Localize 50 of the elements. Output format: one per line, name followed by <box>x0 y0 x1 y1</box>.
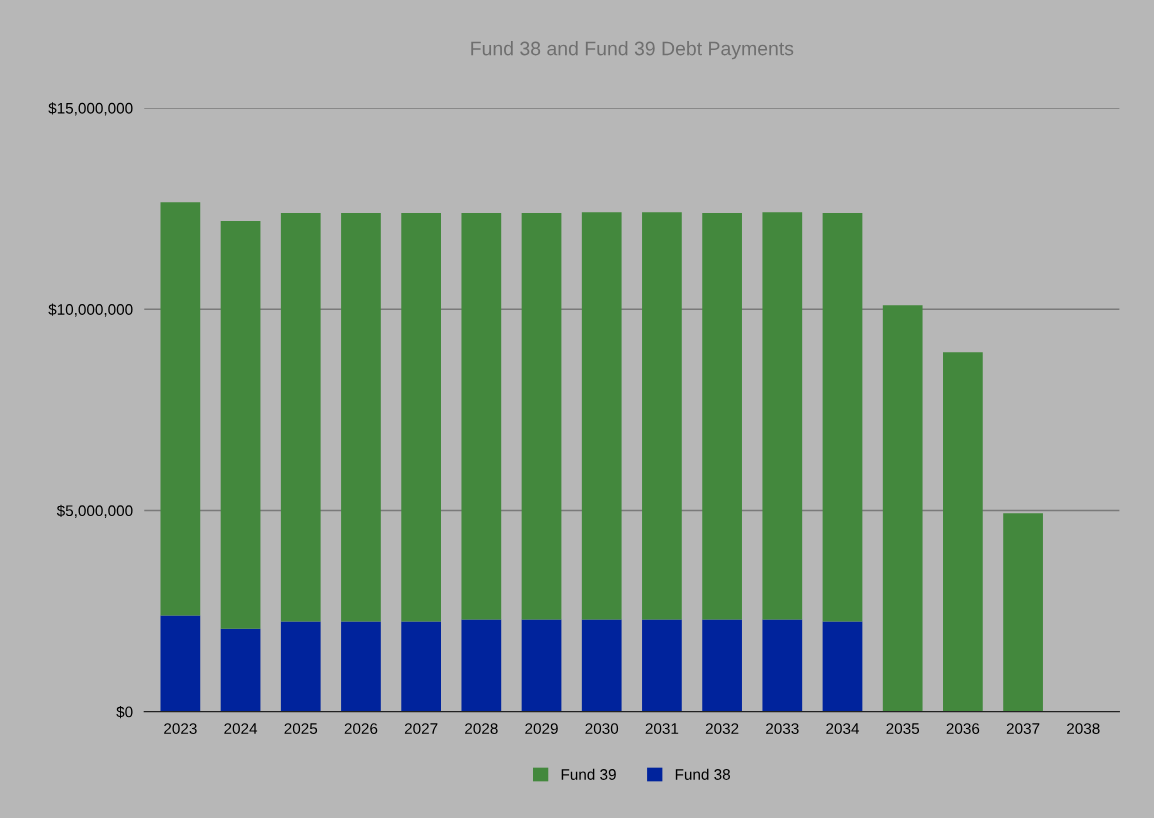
x-tick-label: 2034 <box>826 723 860 734</box>
bar <box>160 202 201 616</box>
bar <box>521 213 562 620</box>
x-tick-label: 2033 <box>766 723 799 734</box>
bar <box>461 213 502 620</box>
x-tick-label: 2025 <box>284 723 318 734</box>
x-tick-label: 2030 <box>585 723 619 734</box>
bar <box>160 615 201 712</box>
x-tick-label: 2035 <box>886 723 920 734</box>
bar <box>521 619 562 712</box>
bar <box>943 352 983 712</box>
bar <box>220 221 261 629</box>
bar <box>642 619 682 712</box>
legend-label: Fund 38 <box>675 768 730 780</box>
x-tick-label: 2031 <box>645 723 679 734</box>
bar <box>762 619 803 712</box>
x-tick-label: 2037 <box>1006 723 1040 734</box>
y-tick-label: $0 <box>116 705 133 719</box>
x-tick-label: 2032 <box>705 723 739 734</box>
bar <box>642 212 682 620</box>
bar <box>401 213 441 622</box>
bar <box>822 213 863 622</box>
x-tick-label: 2027 <box>404 723 438 734</box>
bar <box>280 213 321 622</box>
bar <box>220 628 261 712</box>
x-tick-label: 2029 <box>525 723 558 734</box>
bar <box>702 619 742 712</box>
y-tick-label: $5,000,000 <box>56 504 133 518</box>
bar <box>581 619 622 712</box>
y-tick-label: $15,000,000 <box>48 102 133 116</box>
bar <box>341 621 381 712</box>
bar <box>401 621 441 712</box>
bar <box>461 619 502 712</box>
y-tick-label: $10,000,000 <box>48 303 133 317</box>
x-tick-label: 2036 <box>946 723 980 734</box>
chart-title: Fund 38 and Fund 39 Debt Payments <box>471 41 794 60</box>
bar <box>1003 513 1043 712</box>
legend-label: Fund 39 <box>561 768 616 780</box>
x-tick-label: 2028 <box>465 723 498 734</box>
bar <box>581 212 622 620</box>
bar <box>280 621 321 712</box>
bar <box>702 213 742 620</box>
bar <box>822 621 863 712</box>
bar <box>762 212 803 620</box>
x-tick-label: 2023 <box>164 723 197 734</box>
bar <box>341 213 381 622</box>
bar <box>882 305 923 712</box>
x-tick-label: 2038 <box>1067 723 1100 734</box>
x-tick-label: 2024 <box>224 723 258 734</box>
x-tick-label: 2026 <box>344 723 378 734</box>
